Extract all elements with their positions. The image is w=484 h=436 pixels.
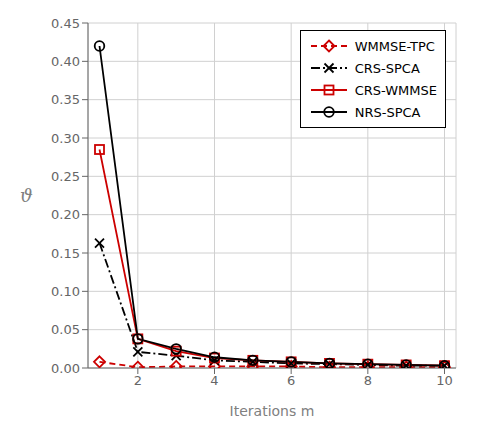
svg-text:0.00: 0.00 [51,361,80,376]
svg-text:6: 6 [287,373,295,388]
svg-text:0.30: 0.30 [51,131,80,146]
svg-text:10: 10 [436,373,453,388]
html-text:WMMSE-TPC: WMMSE-TPC [354,38,435,54]
svg-text:0.45: 0.45 [51,16,80,31]
svg-text:4: 4 [210,373,218,388]
svg-text:0.40: 0.40 [51,54,80,69]
svg-text:0.35: 0.35 [51,92,80,107]
svg-text:0.15: 0.15 [51,246,80,261]
svg-text:0.05: 0.05 [51,322,80,337]
svg-text:2: 2 [134,373,142,388]
html-text:CRS-WMMSE: CRS-WMMSE [354,82,437,98]
svg-text:0.20: 0.20 [51,207,80,222]
svg-text:0.25: 0.25 [51,169,80,184]
svg-text:ϑ: ϑ [20,185,33,206]
svg-text:8: 8 [364,373,372,388]
html-text:NRS-SPCA: NRS-SPCA [354,104,421,120]
html-text:CRS-SPCA: CRS-SPCA [354,60,420,76]
svg-text:Iterations m: Iterations m [230,403,315,419]
svg-text:0.10: 0.10 [51,284,80,299]
